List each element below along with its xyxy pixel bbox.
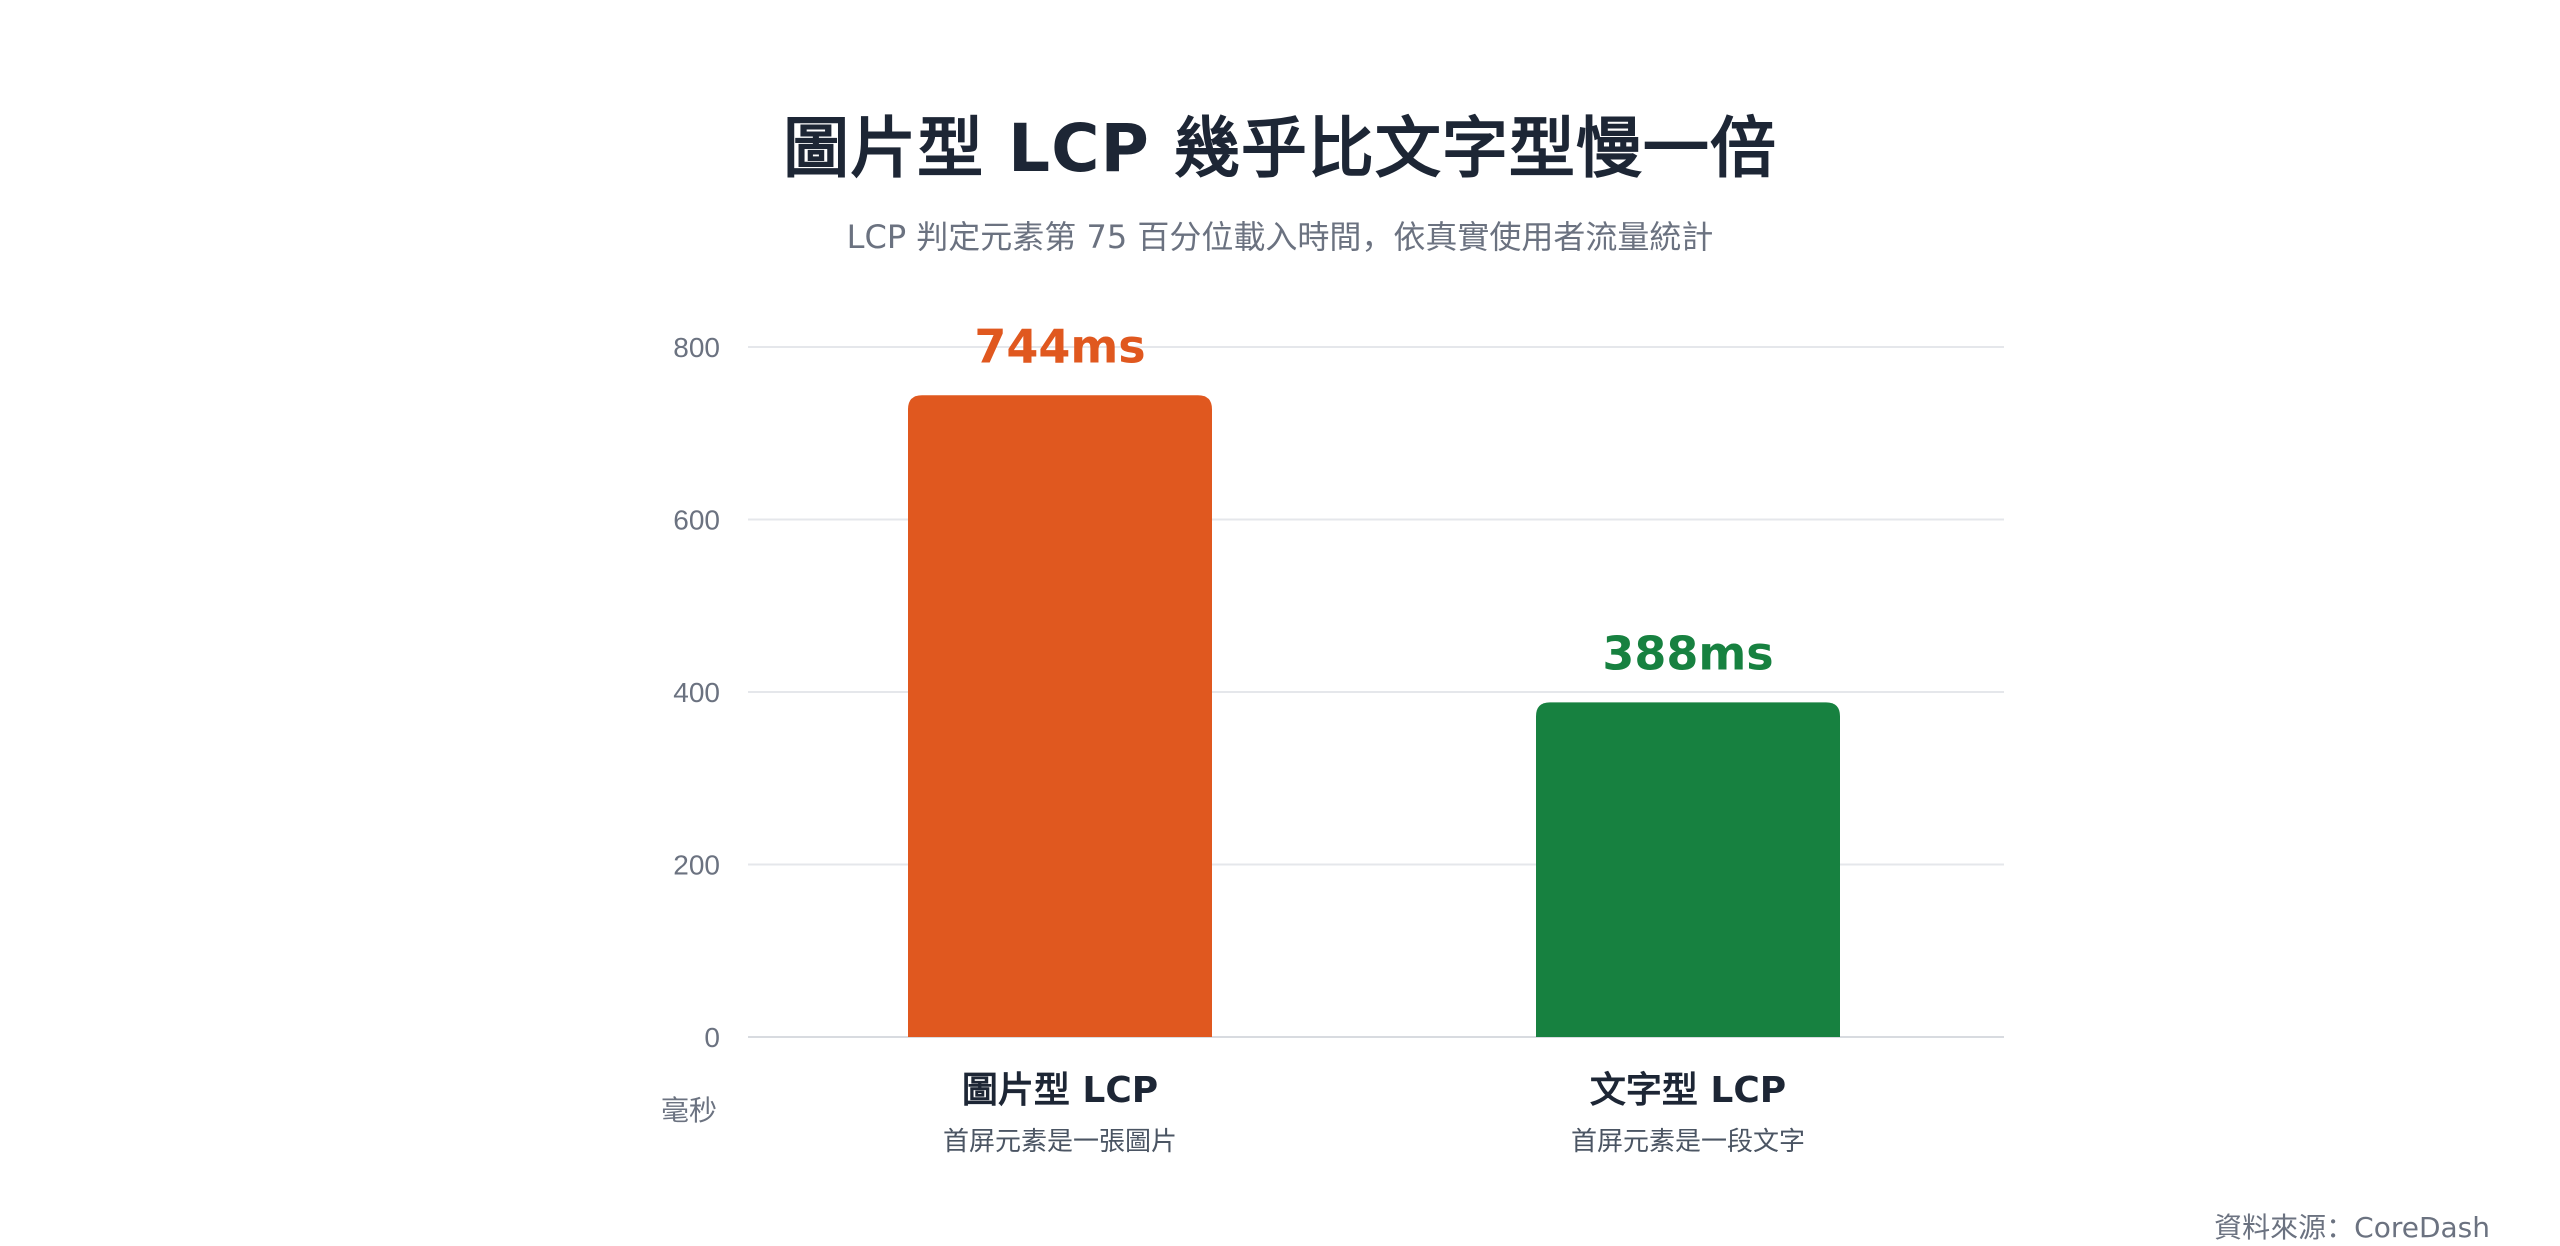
y-tick-label: 200 (673, 850, 720, 881)
x-category-label: 文字型 LCP (1590, 1070, 1786, 1111)
y-axis-ticks: 0 200 400 600 800 毫秒 (661, 332, 720, 1127)
chart-title: 圖片型 LCP 幾乎比文字型慢一倍 (783, 110, 1777, 187)
labels: 744ms 圖片型 LCP 首屏元素是一張圖片 388ms 文字型 LCP 首屏元素是一段… (943, 319, 1805, 1157)
bar (1536, 702, 1840, 1037)
y-tick-label: 0 (704, 1022, 720, 1053)
y-tick-label: 400 (673, 677, 720, 708)
value-label: 744ms (974, 319, 1145, 373)
chart-subtitle: LCP 判定元素第 75 百分位載入時間，依真實使用者流量統計 (846, 218, 1714, 256)
bars (908, 395, 1840, 1037)
y-axis-unit: 毫秒 (661, 1094, 717, 1127)
x-category-description: 首屏元素是一段文字 (1571, 1127, 1805, 1157)
bar (908, 395, 1212, 1037)
value-label: 388ms (1602, 626, 1773, 680)
source-note: 資料來源：CoreDash (2214, 1211, 2490, 1244)
y-tick-label: 600 (673, 505, 720, 536)
x-category-label: 圖片型 LCP (962, 1070, 1158, 1111)
x-category-description: 首屏元素是一張圖片 (943, 1127, 1177, 1157)
y-tick-label: 800 (673, 332, 720, 363)
